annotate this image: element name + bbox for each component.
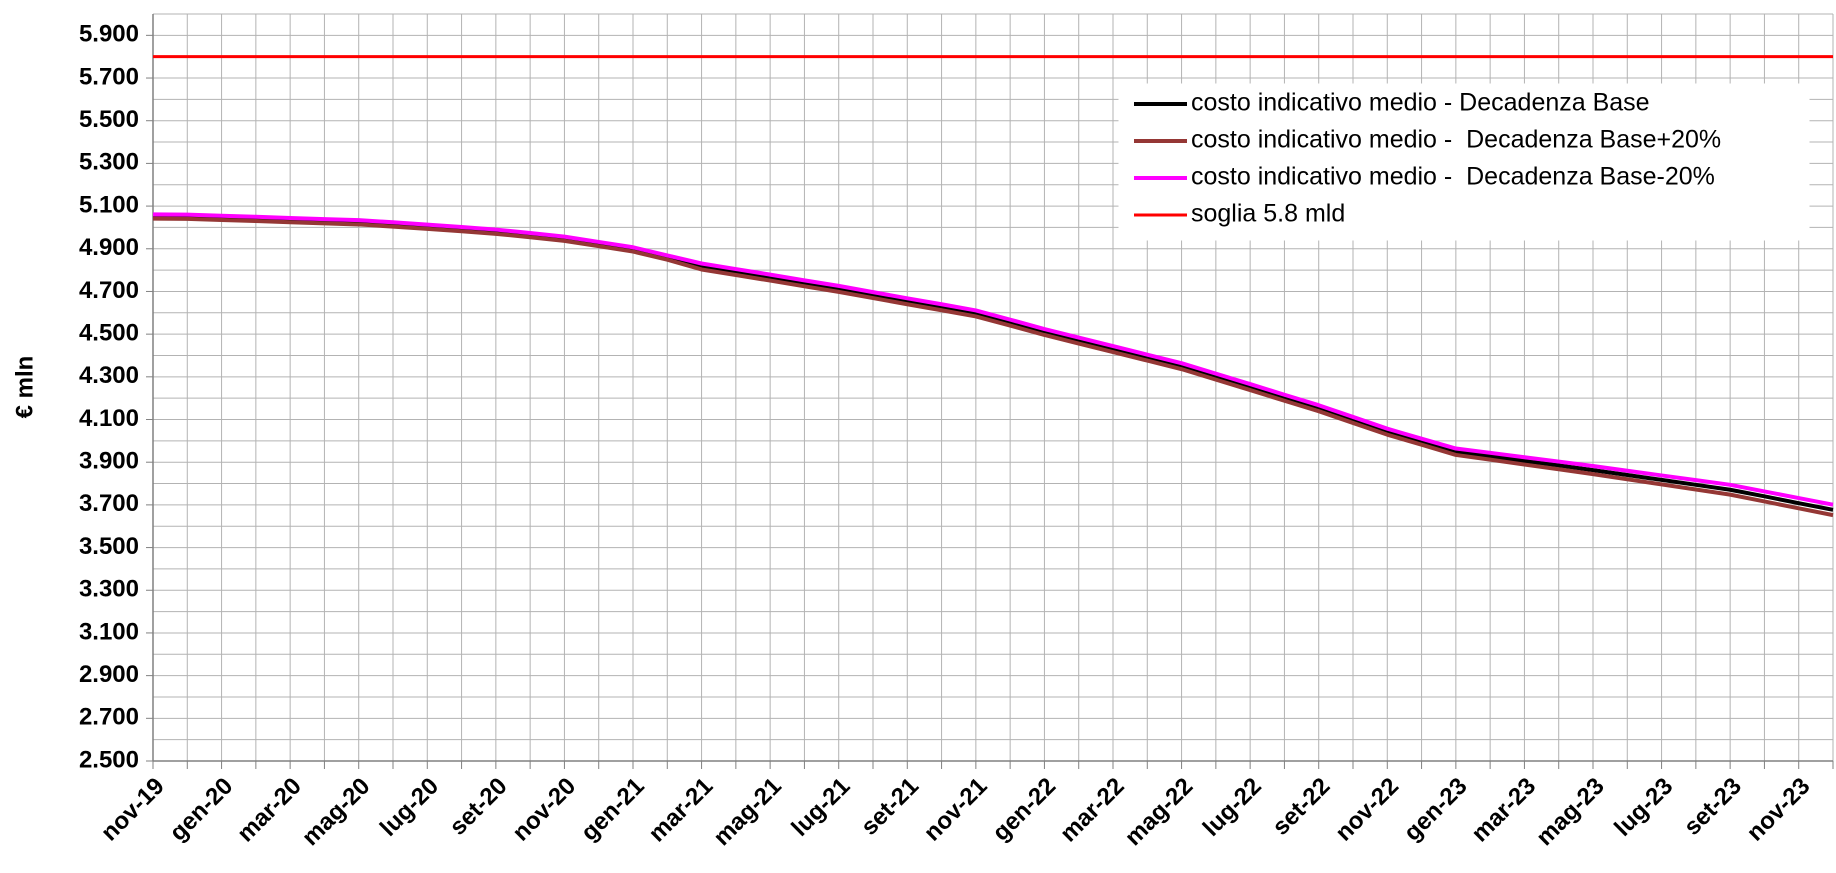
x-tick-label: set-21 [856, 773, 924, 841]
x-tick-label: lug-21 [786, 773, 855, 842]
x-tick-label: nov-22 [1330, 773, 1404, 847]
series-line [152, 212, 1834, 507]
y-tick-label: 3.900 [79, 448, 139, 475]
x-tick-label: lug-20 [375, 773, 444, 842]
y-tick-label: 4.900 [79, 234, 139, 261]
legend-label: costo indicativo medio - Decadenza Base-… [1191, 163, 1715, 191]
legend-box [1118, 83, 1810, 241]
y-tick-label: 4.300 [79, 362, 139, 389]
y-tick-label: 3.300 [79, 576, 139, 603]
y-tick-label: 4.500 [79, 319, 139, 346]
y-tick-label: 2.900 [79, 661, 139, 688]
x-tick-label: gen-23 [1399, 773, 1473, 847]
x-tick-label: set-20 [444, 773, 512, 841]
x-tick-label: nov-21 [919, 773, 993, 847]
x-tick-label: set-22 [1267, 773, 1335, 841]
y-tick-label: 5.300 [79, 149, 139, 176]
y-tick-label: 3.100 [79, 618, 139, 645]
series-line [152, 214, 1834, 512]
y-tick-label: 5.100 [79, 191, 139, 218]
series-line [152, 216, 1834, 518]
x-tick-label: set-23 [1679, 773, 1747, 841]
x-tick-label: mar-20 [232, 773, 307, 848]
y-axis-title: € mln [11, 356, 38, 419]
x-tick-label: mag-21 [708, 773, 787, 852]
x-tick-label: mag-20 [297, 773, 376, 852]
x-tick-label: mar-23 [1466, 773, 1541, 848]
y-tick-label: 5.900 [79, 21, 139, 48]
y-tick-label: 3.700 [79, 490, 139, 517]
legend-label: costo indicativo medio - Decadenza Base+… [1191, 126, 1721, 154]
legend: costo indicativo medio - Decadenza Base c… [1118, 83, 1810, 241]
y-tick-label: 4.100 [79, 405, 139, 432]
x-tick-label: gen-22 [987, 773, 1061, 847]
y-tick-label: 2.700 [79, 704, 139, 731]
y-tick-label: 2.500 [79, 746, 139, 773]
x-tick-label: mar-21 [644, 773, 719, 848]
x-tick-label: gen-20 [165, 773, 239, 847]
x-tick-label: mar-22 [1055, 773, 1130, 848]
y-tick-label: 4.700 [79, 277, 139, 304]
x-tick-label: mag-23 [1531, 773, 1610, 852]
x-tick-label: nov-19 [96, 773, 170, 847]
x-tick-label: mag-22 [1120, 773, 1199, 852]
y-tick-label: 5.500 [79, 106, 139, 133]
x-tick-label: nov-20 [507, 773, 581, 847]
y-tick-label: 5.700 [79, 63, 139, 90]
x-tick-label: gen-21 [576, 773, 650, 847]
legend-label: costo indicativo medio - Decadenza Base [1191, 89, 1650, 117]
legend-label: soglia 5.8 mld [1191, 200, 1345, 228]
x-tick-label: lug-23 [1609, 773, 1678, 842]
y-tick-label: 3.500 [79, 533, 139, 560]
x-tick-label: nov-23 [1742, 773, 1816, 847]
x-tick-label: lug-22 [1198, 773, 1267, 842]
